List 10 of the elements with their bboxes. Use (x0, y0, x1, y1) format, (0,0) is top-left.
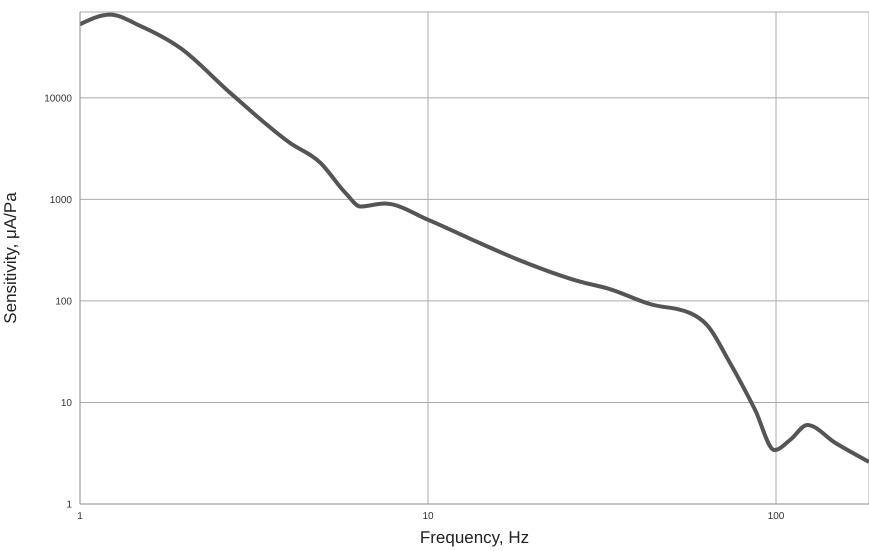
y-tick-label: 1000 (50, 194, 72, 206)
y-tick-label: 100 (55, 296, 72, 308)
y-tick-label: 1 (66, 500, 72, 511)
x-tick-label: 1 (77, 511, 84, 522)
x-axis-title: Frequency, Hz (420, 528, 530, 547)
y-tick-label: 10000 (44, 93, 72, 104)
y-axis-title: Sensitivity, μA/Pa (1, 192, 20, 324)
x-tick-label: 100 (768, 511, 785, 522)
x-tick-label: 10 (422, 511, 434, 522)
y-tick-label: 10 (60, 398, 72, 410)
